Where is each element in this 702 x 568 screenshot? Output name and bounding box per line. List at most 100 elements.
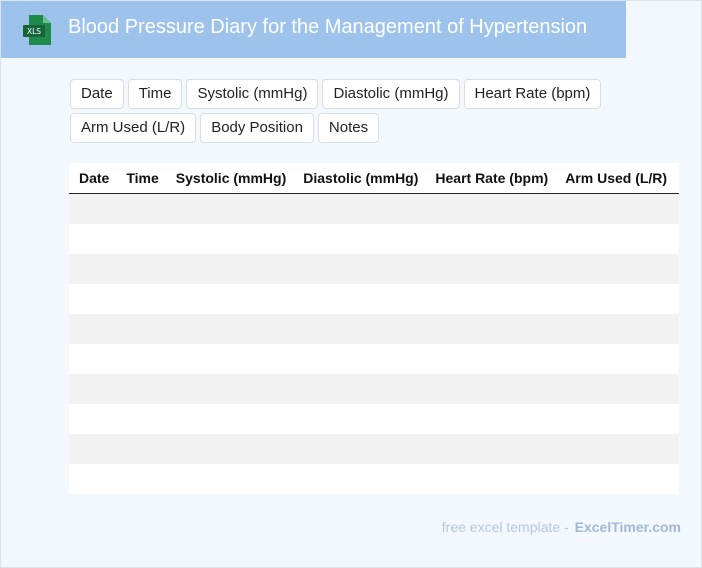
table-cell: [293, 314, 425, 344]
table-cell: [116, 404, 165, 434]
table-cell: [674, 224, 679, 254]
table-cell: [69, 404, 116, 434]
table-cell: [293, 254, 425, 284]
table-row: [69, 224, 679, 254]
table-cell: [425, 194, 555, 225]
table-cell: [166, 314, 293, 344]
table-cell: [555, 464, 674, 494]
icon-label: XLS: [27, 27, 41, 36]
table-cell: [166, 224, 293, 254]
table-cell: [293, 194, 425, 225]
table-row: [69, 254, 679, 284]
column-header: Heart Rate (bpm): [425, 163, 556, 194]
table-cell: [674, 314, 679, 344]
table-cell: [293, 434, 425, 464]
table-cell: [425, 254, 555, 284]
column-header: Date: [69, 163, 117, 194]
table-cell: [69, 284, 116, 314]
footer: free excel template - ExcelTimer.com: [442, 519, 681, 535]
table-cell: [555, 194, 674, 225]
table-cell: [674, 344, 679, 374]
table-row: [69, 434, 679, 464]
table-cell: [555, 254, 674, 284]
table-cell: [116, 224, 165, 254]
table-cell: [674, 464, 679, 494]
table-cell: [674, 194, 679, 225]
table-cell: [166, 374, 293, 404]
table-cell: [166, 404, 293, 434]
table-row: [69, 284, 679, 314]
table-cell: [555, 434, 674, 464]
table-cell: [69, 434, 116, 464]
table-cell: [555, 284, 674, 314]
table-cell: [293, 404, 425, 434]
table-cell: [425, 404, 555, 434]
table-cell: [425, 464, 555, 494]
table-cell: [69, 254, 116, 284]
table-cell: [555, 314, 674, 344]
table-cell: [69, 224, 116, 254]
column-header: Body Position: [674, 163, 679, 194]
table-cell: [555, 374, 674, 404]
filter-chip[interactable]: Date: [70, 79, 124, 109]
filter-chip[interactable]: Diastolic (mmHg): [322, 79, 460, 109]
table-cell: [116, 254, 165, 284]
column-header: Systolic (mmHg): [165, 163, 294, 194]
column-header: Diastolic (mmHg): [293, 163, 426, 194]
filter-chip[interactable]: Time: [127, 79, 183, 109]
table-cell: [555, 404, 674, 434]
table-cell: [116, 464, 165, 494]
filter-chip[interactable]: Notes: [317, 113, 380, 143]
footer-text: free excel template -: [441, 519, 569, 535]
filter-chip[interactable]: Systolic (mmHg): [186, 79, 319, 109]
table-cell: [293, 224, 425, 254]
table-cell: [166, 284, 293, 314]
filter-chip[interactable]: Body Position: [200, 113, 314, 143]
table-row: [69, 374, 679, 404]
table-cell: [555, 344, 674, 374]
table-cell: [116, 434, 165, 464]
table-cell: [293, 284, 425, 314]
table-cell: [166, 194, 293, 225]
table-cell: [425, 224, 555, 254]
table-cell: [116, 374, 165, 404]
table-row: [69, 344, 679, 374]
table-cell: [166, 344, 293, 374]
table-cell: [116, 284, 165, 314]
footer-link[interactable]: ExcelTimer.com: [574, 519, 681, 535]
table-row: [69, 404, 679, 434]
table-body: [69, 193, 679, 495]
table-cell: [674, 284, 679, 314]
table-cell: [674, 404, 679, 434]
table-cell: [674, 434, 679, 464]
table-cell: [425, 374, 555, 404]
table-cell: [69, 344, 116, 374]
table-cell: [555, 224, 674, 254]
table-cell: [425, 434, 555, 464]
table-row: [69, 193, 679, 225]
table-cell: [674, 374, 679, 404]
table-container: Date Time Systolic (mmHg) Diastolic (mmHg) H…: [69, 163, 679, 494]
table-cell: [69, 374, 116, 404]
header-row: Date Time Systolic (mmHg) Diastolic (mmHg) H…: [69, 163, 679, 194]
table-cell: [425, 314, 555, 344]
header-bar: XLS Blood Pressure Diary for the Managem…: [1, 1, 626, 58]
filter-chip[interactable]: Heart Rate (bpm): [463, 79, 602, 109]
table-cell: [293, 374, 425, 404]
table-cell: [116, 194, 165, 225]
table-cell: [293, 464, 425, 494]
table-cell: [116, 314, 165, 344]
table-row: [69, 464, 679, 494]
table-row: [69, 314, 679, 344]
filter-chip[interactable]: Arm Used (L/R): [70, 113, 197, 143]
table-cell: [116, 344, 165, 374]
table-cell: [69, 464, 116, 494]
table-cell: [69, 314, 116, 344]
page-title: Blood Pressure Diary for the Management …: [68, 16, 588, 38]
table-cell: [166, 254, 293, 284]
table-cell: [425, 344, 555, 374]
filter-chips: Date Time Systolic (mmHg) Diastolic (mmHg) H…: [70, 79, 630, 143]
column-header: Time: [116, 163, 166, 194]
table-cell: [69, 194, 116, 225]
